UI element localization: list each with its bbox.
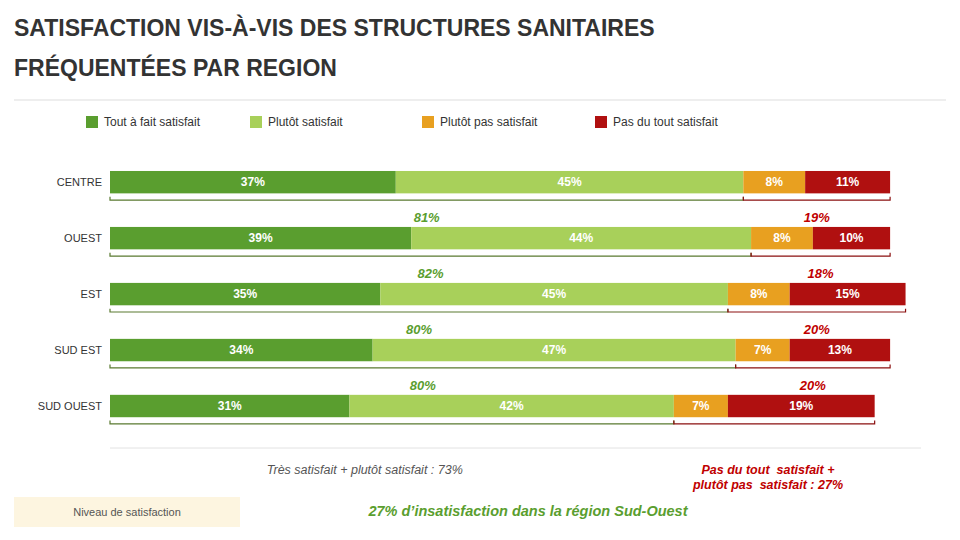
data-label: 15%: [836, 287, 860, 301]
legend-entry: Tout à fait satisfait: [104, 115, 201, 129]
bar-segment: [411, 227, 751, 249]
label-box: [14, 497, 240, 527]
bar-segment: [790, 283, 906, 305]
sum-label: 81%: [414, 210, 440, 225]
sum-label: 19%: [804, 210, 830, 225]
data-label: 39%: [249, 231, 273, 245]
brace: [110, 421, 674, 424]
bar-segment: [349, 395, 673, 417]
bar-segment: [373, 339, 736, 361]
bar-segment: [743, 171, 805, 193]
legend-entry: Plutôt satisfait: [268, 115, 343, 129]
data-label: 35%: [233, 287, 257, 301]
annotation: Très satisfait + plutôt satisfait : 73%: [267, 463, 463, 477]
legend-swatch: [86, 116, 98, 128]
brace: [110, 197, 743, 200]
bar-segment: [110, 283, 380, 305]
bar-segment: [790, 339, 890, 361]
bar-segment: [813, 227, 890, 249]
chart: SATISFACTION VIS-À-VIS DES STRUCTURES SA…: [0, 0, 960, 540]
sum-label: 20%: [799, 378, 826, 393]
bottom-note: 27% d’insatisfaction dans la région Sud-…: [367, 503, 688, 519]
data-label: 19%: [789, 399, 813, 413]
data-label: 13%: [828, 343, 852, 357]
bar-segment: [751, 227, 813, 249]
brace: [110, 365, 736, 368]
data-label: 34%: [229, 343, 253, 357]
data-label: 7%: [692, 399, 710, 413]
data-label: 45%: [542, 287, 566, 301]
brace: [751, 253, 890, 256]
data-label: 44%: [569, 231, 593, 245]
data-label: 8%: [766, 175, 784, 189]
brace: [728, 309, 906, 312]
brace: [110, 253, 751, 256]
bar-segment: [728, 395, 875, 417]
legend-entry: Pas du tout satisfait: [613, 115, 718, 129]
legend-swatch: [422, 116, 434, 128]
x-axis-line: [110, 448, 921, 449]
data-label: 11%: [836, 175, 860, 189]
background: [0, 0, 960, 540]
title: FRÉQUENTÉES PAR REGION: [14, 54, 337, 81]
category-label: EST: [81, 288, 103, 300]
bar-segment: [728, 283, 790, 305]
bar-segment: [805, 171, 890, 193]
legend-swatch: [595, 116, 607, 128]
brace: [743, 197, 890, 200]
title-rule: [14, 100, 946, 101]
data-label: 47%: [542, 343, 566, 357]
data-label: 7%: [754, 343, 772, 357]
annotation: Pas du tout satisfait +: [701, 463, 835, 477]
category-label: CENTRE: [57, 176, 102, 188]
data-label: 37%: [241, 175, 265, 189]
sum-label: 80%: [406, 322, 432, 337]
title: SATISFACTION VIS-À-VIS DES STRUCTURES SA…: [14, 14, 655, 41]
brace: [110, 309, 728, 312]
brace: [736, 365, 890, 368]
sum-label: 82%: [418, 266, 444, 281]
category-label: OUEST: [64, 232, 102, 244]
legend-swatch: [250, 116, 262, 128]
bar-segment: [110, 339, 373, 361]
bar-segment: [110, 227, 411, 249]
bar-segment: [736, 339, 790, 361]
sum-label: 18%: [808, 266, 834, 281]
data-label: 8%: [773, 231, 791, 245]
bar-segment: [380, 283, 728, 305]
annotation: plutôt pas satisfait : 27%: [692, 478, 843, 492]
box-label: Niveau de satisfaction: [73, 506, 181, 518]
data-label: 42%: [500, 399, 524, 413]
data-label: 8%: [750, 287, 768, 301]
legend-entry: Plutôt pas satisfait: [440, 115, 538, 129]
data-label: 45%: [558, 175, 582, 189]
bar-segment: [110, 171, 396, 193]
data-label: 31%: [218, 399, 242, 413]
sum-label: 80%: [410, 378, 436, 393]
bar-segment: [110, 395, 349, 417]
bars: [110, 171, 906, 417]
data-label: 10%: [839, 231, 863, 245]
bar-segment: [674, 395, 728, 417]
brace: [674, 421, 875, 424]
labels: 37% 45% 8% 11% 39% 44% 8% 10% 35% 45% 8% 15% 34% 47% 7…: [218, 175, 864, 413]
bar-segment: [396, 171, 744, 193]
category-label: SUD EST: [54, 344, 102, 356]
category-label: SUD OUEST: [38, 400, 102, 412]
sum-label: 20%: [803, 322, 830, 337]
